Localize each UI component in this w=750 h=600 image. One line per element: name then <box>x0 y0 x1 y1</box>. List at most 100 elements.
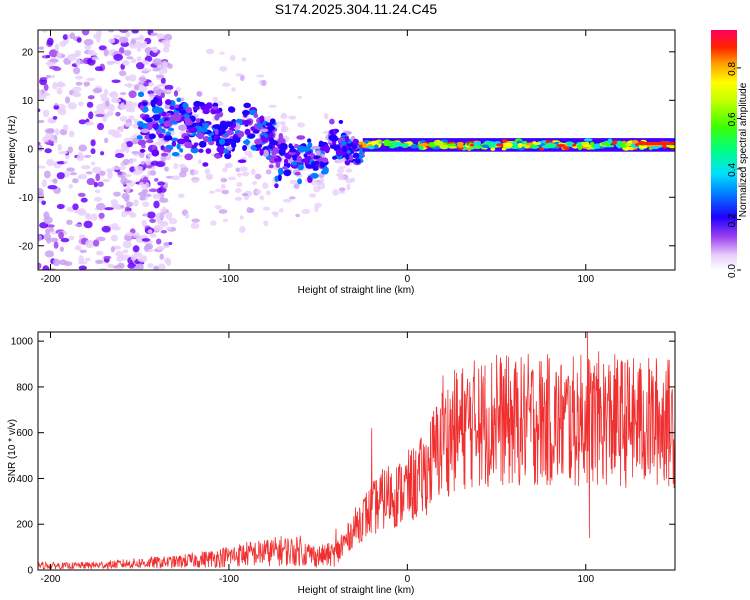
heatmap-cell <box>92 239 100 247</box>
heatmap-cell <box>125 140 133 148</box>
heatmap-cell <box>66 167 75 172</box>
heatmap-cell <box>72 178 79 184</box>
heatmap-cell <box>346 150 351 154</box>
heatmap-cell <box>488 142 496 147</box>
heatmap-cell <box>243 102 252 108</box>
heatmap-cell <box>178 124 187 131</box>
heatmap-cell <box>78 101 84 107</box>
heatmap-cell <box>163 120 171 128</box>
heatmap-cell <box>68 235 75 240</box>
heatmap-cell <box>95 259 104 265</box>
heatmap-cell <box>95 113 105 118</box>
heatmap-cell <box>97 181 104 187</box>
heatmap-cell <box>84 121 95 126</box>
heatmap-cell <box>308 193 317 198</box>
heatmap-cell <box>99 170 106 176</box>
heatmap-cell <box>242 119 252 125</box>
heatmap-cell <box>56 81 64 88</box>
heatmap-cell <box>226 162 233 169</box>
heatmap-cell <box>125 104 132 113</box>
heatmap-cell <box>147 82 155 87</box>
heatmap-cell <box>93 181 98 188</box>
heatmap-cell <box>532 142 542 145</box>
heatmap-cell <box>153 265 159 270</box>
heatmap-cell <box>193 142 199 147</box>
heatmap-cell <box>319 162 326 168</box>
heatmap-cell <box>86 177 95 186</box>
spectrogram-y-ticks: -20 -10 0 10 20 <box>19 47 675 252</box>
heatmap-cell <box>124 75 131 81</box>
heatmap-cell <box>229 54 236 62</box>
heatmap-cell <box>222 82 231 87</box>
heatmap-cell <box>547 143 556 149</box>
heatmap-cell <box>84 257 91 262</box>
heatmap-cell <box>104 207 114 211</box>
heatmap-cell <box>101 178 110 183</box>
heatmap-cell <box>345 154 351 161</box>
heatmap-cell <box>304 157 310 165</box>
heatmap-cell <box>279 142 288 150</box>
heatmap-cell <box>243 195 249 201</box>
heatmap-cell <box>39 77 48 81</box>
spectrogram-y-tick-label: 0 <box>27 144 33 155</box>
heatmap-cell <box>204 168 211 175</box>
heatmap-cell <box>49 65 59 70</box>
heatmap-cell <box>366 145 377 149</box>
heatmap-cell <box>119 125 124 133</box>
heatmap-cell <box>295 213 301 218</box>
spectrogram-y-tick-label: -20 <box>19 241 34 252</box>
heatmap-cell <box>104 137 109 144</box>
heatmap-cell <box>142 213 149 217</box>
heatmap-cell <box>138 76 147 82</box>
heatmap-cell <box>222 218 229 223</box>
heatmap-cell <box>616 140 623 146</box>
heatmap-cell <box>53 105 60 110</box>
heatmap-cell <box>79 249 87 253</box>
heatmap-cell <box>53 241 59 249</box>
heatmap-cell <box>154 178 159 182</box>
heatmap-cell <box>58 259 67 266</box>
heatmap-cell <box>254 173 262 180</box>
heatmap-cell <box>313 155 320 159</box>
snr-y-tick-label: 200 <box>16 520 33 531</box>
colorbar-tick-label: 0.6 <box>727 112 738 126</box>
heatmap-cell <box>44 148 52 154</box>
heatmap-cell <box>220 177 228 183</box>
heatmap-cell <box>410 144 418 149</box>
heatmap-cell <box>38 119 45 123</box>
heatmap-cell <box>273 212 278 218</box>
heatmap-cell <box>235 188 242 194</box>
heatmap-cell <box>145 117 153 123</box>
heatmap-cell <box>78 265 87 270</box>
heatmap-cell <box>156 100 163 107</box>
heatmap-cell <box>80 197 88 203</box>
heatmap-cell <box>49 58 59 63</box>
heatmap-cell <box>119 92 127 96</box>
snr-line <box>38 332 675 570</box>
heatmap-cell <box>176 138 186 145</box>
heatmap-cell <box>131 102 138 108</box>
spectrogram-x-label: Height of straight line (km) <box>298 285 415 296</box>
heatmap-cell <box>132 232 141 239</box>
heatmap-cell <box>137 139 147 146</box>
heatmap-cell <box>156 245 166 251</box>
heatmap-cell <box>274 158 279 162</box>
heatmap-cell <box>83 154 92 158</box>
heatmap-cell <box>87 95 95 100</box>
heatmap-cell <box>133 84 140 91</box>
heatmap-cell <box>142 201 150 208</box>
heatmap-cell <box>133 165 144 171</box>
heatmap-cell <box>56 203 65 210</box>
heatmap-cell <box>256 122 263 128</box>
heatmap-cell <box>501 139 508 143</box>
heatmap-cell <box>389 140 395 144</box>
colorbar-gradient <box>711 30 737 270</box>
heatmap-cell <box>56 51 62 59</box>
heatmap-cell <box>197 159 202 164</box>
colorbar-label: Normalized spectral amplitude <box>738 82 749 217</box>
heatmap-cell <box>345 178 353 184</box>
heatmap-cell <box>185 213 190 219</box>
heatmap-cell <box>78 144 88 152</box>
heatmap-cell <box>209 190 216 194</box>
